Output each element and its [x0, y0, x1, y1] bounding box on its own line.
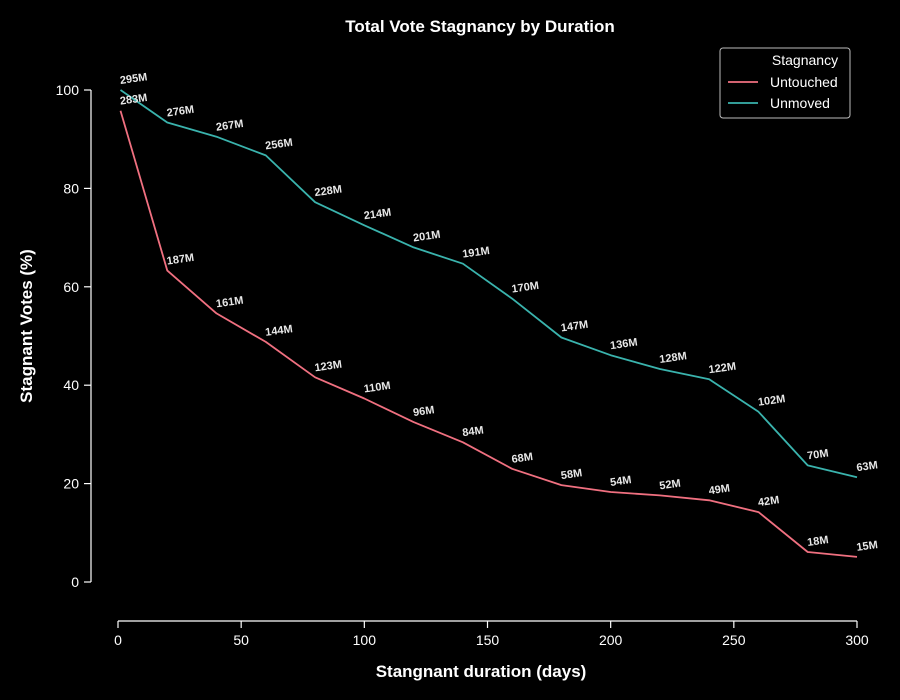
x-tick-label: 50 — [233, 632, 249, 648]
data-label-untouched: 187M — [166, 252, 195, 268]
y-tick-label: 40 — [63, 377, 79, 393]
data-label-untouched: 54M — [609, 474, 632, 489]
data-label-untouched: 84M — [462, 424, 485, 439]
data-label-unmoved: 170M — [511, 280, 540, 296]
legend-label-unmoved: Unmoved — [770, 95, 830, 111]
data-label-untouched: 42M — [757, 494, 780, 509]
data-label-untouched: 144M — [265, 323, 294, 339]
legend-label-untouched: Untouched — [770, 74, 838, 90]
data-label-untouched: 110M — [363, 380, 391, 396]
y-tick-label: 20 — [63, 476, 79, 492]
data-label-unmoved: 191M — [462, 245, 491, 261]
data-label-unmoved: 128M — [659, 350, 688, 366]
data-label-untouched: 58M — [560, 467, 583, 482]
legend-box — [719, 47, 851, 119]
data-label-untouched: 123M — [314, 359, 343, 375]
data-label-unmoved: 70M — [806, 447, 829, 462]
series-group — [119, 89, 858, 558]
y-axis-ticks: 0 20 40 60 80 100 — [56, 82, 91, 590]
data-label-untouched: 283M — [119, 92, 148, 108]
x-tick-label: 200 — [599, 632, 623, 648]
legend-title: Stagnancy — [772, 52, 838, 68]
data-label-unmoved: 201M — [412, 229, 441, 245]
x-tick-label: 150 — [476, 632, 500, 648]
data-label-unmoved: 122M — [708, 361, 737, 377]
data-label-untouched: 52M — [659, 478, 682, 493]
data-label-unmoved: 147M — [560, 319, 589, 335]
series-line-unmoved — [119, 89, 858, 479]
data-label-untouched: 49M — [708, 482, 731, 497]
x-axis-ticks: 0 50 100 150 200 250 300 — [114, 621, 869, 648]
data-label-unmoved: 136M — [609, 336, 638, 352]
data-label-unmoved: 295M — [119, 71, 148, 87]
y-tick-label: 0 — [71, 574, 79, 590]
data-label-unmoved: 267M — [215, 118, 244, 134]
data-label-untouched: 96M — [412, 404, 435, 419]
y-tick-label: 80 — [63, 180, 79, 196]
x-axis-label: Stangnant duration (days) — [376, 662, 587, 681]
x-tick-label: 100 — [353, 632, 377, 648]
data-label-untouched: 18M — [806, 534, 829, 549]
data-label-unmoved: 214M — [363, 207, 392, 223]
legend: Stagnancy Untouched Unmoved — [719, 47, 851, 119]
data-label-unmoved: 102M — [757, 393, 786, 409]
data-label-unmoved: 63M — [856, 459, 879, 474]
data-labels-group: 283M 187M 161M 144M 123M 110M 96M 84M 68M 58M 54M 5… — [119, 71, 878, 554]
x-tick-label: 0 — [114, 632, 122, 648]
data-label-untouched: 161M — [215, 295, 244, 311]
data-label-unmoved: 228M — [314, 183, 343, 199]
x-tick-label: 300 — [845, 632, 869, 648]
y-axis-label: Stagnant Votes (%) — [17, 249, 36, 403]
x-tick-label: 250 — [722, 632, 746, 648]
y-tick-label: 60 — [63, 279, 79, 295]
data-label-untouched: 15M — [856, 539, 879, 554]
data-label-untouched: 68M — [511, 451, 534, 466]
y-tick-label: 100 — [56, 82, 80, 98]
data-label-unmoved: 256M — [265, 137, 294, 153]
chart-title: Total Vote Stagnancy by Duration — [345, 17, 615, 36]
series-line-untouched — [119, 110, 858, 558]
data-label-unmoved: 276M — [166, 104, 195, 120]
